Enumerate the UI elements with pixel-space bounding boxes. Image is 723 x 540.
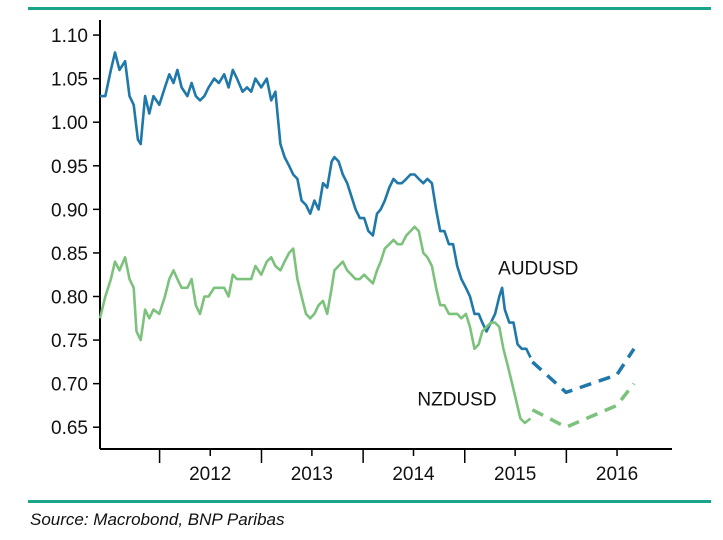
- source-note: Source: Macrobond, BNP Paribas: [30, 510, 285, 529]
- annotation-layer: AUDUSD NZDUSD: [417, 259, 578, 411]
- bottom-rule: [28, 500, 711, 503]
- x-tick-label: 2013: [291, 464, 333, 485]
- series-audusd-history: [100, 51, 532, 359]
- y-tick-label: 0.95: [51, 157, 88, 178]
- y-tick-label: 0.75: [51, 331, 88, 352]
- y-tick-label: 0.70: [51, 375, 88, 396]
- x-tick-label: 2015: [494, 464, 536, 485]
- x-tick-label: 2012: [189, 464, 231, 485]
- y-tick-label: 0.90: [51, 200, 88, 221]
- y-tick-label: 1.00: [51, 113, 88, 134]
- y-tick-label: 0.65: [51, 418, 88, 439]
- series-nzdusd-history: [98, 225, 532, 425]
- y-tick-label: 0.85: [51, 244, 88, 265]
- series-nzdusd-forecast: [531, 382, 636, 429]
- chart: 1.10 1.05 1.00 0.95 0.90 0.85 0.80 0.75 0.70 0.65…: [51, 20, 672, 485]
- y-tick-label: 0.80: [51, 288, 88, 309]
- top-rule: [28, 7, 711, 10]
- annotation-nzdusd: NZDUSD: [417, 389, 496, 410]
- series-audusd-forecast: [531, 347, 636, 395]
- y-tick-label: 1.10: [51, 26, 88, 47]
- annotation-audusd: AUDUSD: [498, 259, 578, 280]
- x-tick-label: 2014: [392, 464, 435, 485]
- axes: 1.10 1.05 1.00 0.95 0.90 0.85 0.80 0.75 0.70 0.65…: [51, 20, 672, 485]
- y-tick-label: 1.05: [51, 70, 88, 91]
- series-layer: [98, 51, 636, 429]
- x-tick-label: 2016: [596, 464, 638, 485]
